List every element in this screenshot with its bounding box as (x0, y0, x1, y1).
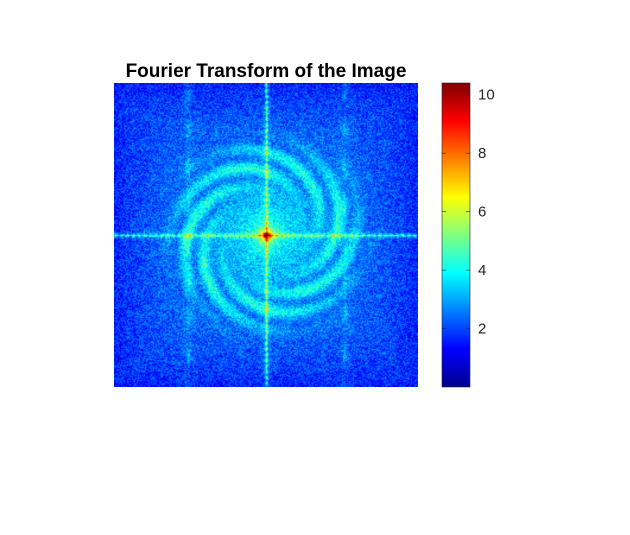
colorbar-tick-label: 6 (478, 204, 486, 221)
colorbar-tick-label: 4 (478, 262, 486, 279)
colorbar-scale (441, 82, 471, 388)
colorbar-ticks: 2 4 6 8 10 (442, 87, 495, 338)
spectrum-heatmap (114, 83, 418, 387)
spectrum-heatmap-image (114, 83, 418, 387)
colorbar-tick-label: 8 (478, 145, 486, 162)
colorbar-tick-label: 10 (478, 87, 495, 104)
colorbar: 2 4 6 8 10 (441, 82, 495, 388)
colorbar-tick-label: 2 (478, 321, 486, 338)
chart-title: Fourier Transform of the Image (126, 61, 407, 82)
